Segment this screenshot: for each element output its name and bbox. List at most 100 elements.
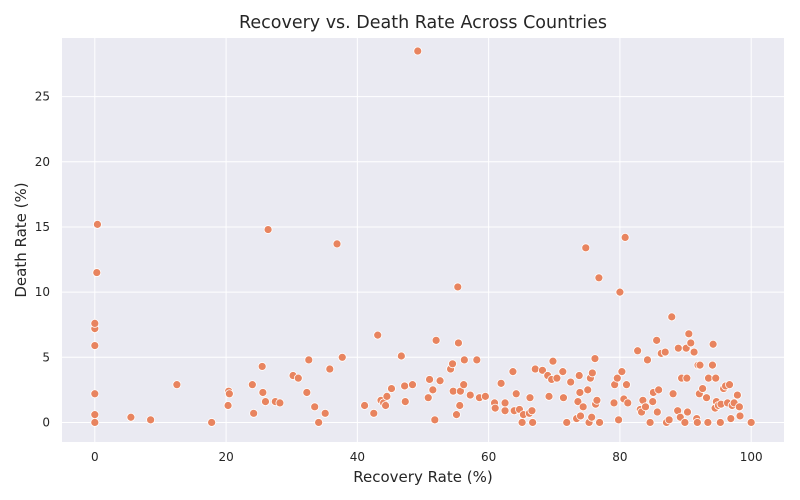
data-point [258, 388, 268, 397]
data-point [695, 360, 705, 370]
data-point [552, 373, 562, 383]
data-point [746, 418, 756, 427]
data-point [617, 367, 627, 377]
data-point [508, 367, 518, 377]
data-point [207, 418, 217, 427]
y-tick-label: 20 [35, 155, 50, 169]
data-point [172, 380, 182, 390]
data-point [578, 402, 588, 412]
data-point [682, 373, 692, 383]
data-point [90, 410, 100, 420]
data-point [641, 402, 650, 412]
data-point [715, 418, 725, 427]
y-tick-label: 10 [35, 285, 50, 299]
data-point [711, 373, 721, 383]
y-tick-label: 15 [35, 220, 50, 234]
data-point [459, 355, 469, 365]
data-point [425, 375, 434, 384]
y-tick-label: 0 [42, 415, 50, 429]
data-point [452, 410, 461, 420]
data-point [435, 376, 445, 386]
data-point [590, 354, 600, 363]
data-point [525, 393, 535, 403]
data-point [408, 380, 417, 390]
data-point [581, 243, 591, 253]
data-point [293, 373, 303, 383]
data-point [465, 390, 475, 400]
data-point [381, 401, 390, 410]
data-point [500, 398, 510, 408]
data-point [692, 418, 702, 427]
data-point [673, 343, 683, 353]
data-point [708, 339, 718, 349]
data-point [652, 407, 662, 417]
x-tick-label: 100 [740, 450, 763, 464]
data-point [314, 418, 324, 427]
x-tick-label: 60 [481, 450, 496, 464]
data-point [559, 393, 568, 403]
data-point [587, 412, 597, 422]
data-point [431, 335, 441, 345]
data-point [459, 380, 469, 390]
data-point [643, 355, 652, 365]
data-point [90, 319, 100, 328]
data-point [595, 418, 604, 427]
grid-lines [62, 38, 784, 442]
data-point [575, 388, 585, 397]
data-point [92, 268, 102, 277]
data-point [453, 282, 463, 292]
data-point [620, 232, 630, 242]
data-point [615, 287, 625, 297]
data-point [249, 408, 259, 418]
data-point [527, 406, 537, 416]
data-point [587, 368, 597, 378]
data-point [224, 389, 234, 399]
data-point [257, 362, 267, 371]
data-point [612, 373, 622, 383]
data-point [703, 418, 713, 427]
data-point [594, 273, 604, 283]
data-point [686, 338, 696, 348]
data-point [648, 397, 658, 407]
data-point [622, 380, 631, 390]
data-point [538, 365, 547, 375]
data-point [126, 412, 136, 422]
data-point [592, 395, 602, 405]
data-point [623, 398, 633, 408]
data-point [500, 406, 510, 416]
data-point [337, 352, 347, 362]
data-point [90, 418, 100, 427]
data-point [583, 385, 593, 395]
data-point [320, 408, 330, 418]
data-point [454, 338, 463, 348]
y-tick-label: 25 [35, 90, 50, 104]
data-point [517, 418, 527, 427]
data-point [725, 380, 734, 390]
data-point [652, 335, 662, 345]
data-point [684, 329, 694, 339]
data-point [275, 398, 285, 408]
data-point [400, 397, 410, 407]
data-point [332, 239, 342, 249]
data-point [496, 378, 506, 388]
data-point [428, 385, 438, 395]
data-point [573, 397, 583, 407]
data-point [373, 330, 383, 340]
x-tick-labels: 0 20 40 60 80 100 [91, 450, 763, 464]
data-point [480, 391, 490, 401]
data-point [558, 367, 568, 377]
data-point [566, 377, 576, 387]
data-point [369, 408, 379, 418]
data-point [732, 390, 742, 400]
data-point [574, 371, 584, 380]
data-point [490, 403, 500, 413]
x-tick-label: 40 [350, 450, 365, 464]
data-point [261, 397, 270, 407]
data-point [544, 391, 554, 401]
chart-title: Recovery vs. Death Rate Across Countries [239, 13, 607, 33]
data-point [511, 389, 521, 399]
data-point [576, 411, 585, 421]
data-point [223, 401, 233, 410]
